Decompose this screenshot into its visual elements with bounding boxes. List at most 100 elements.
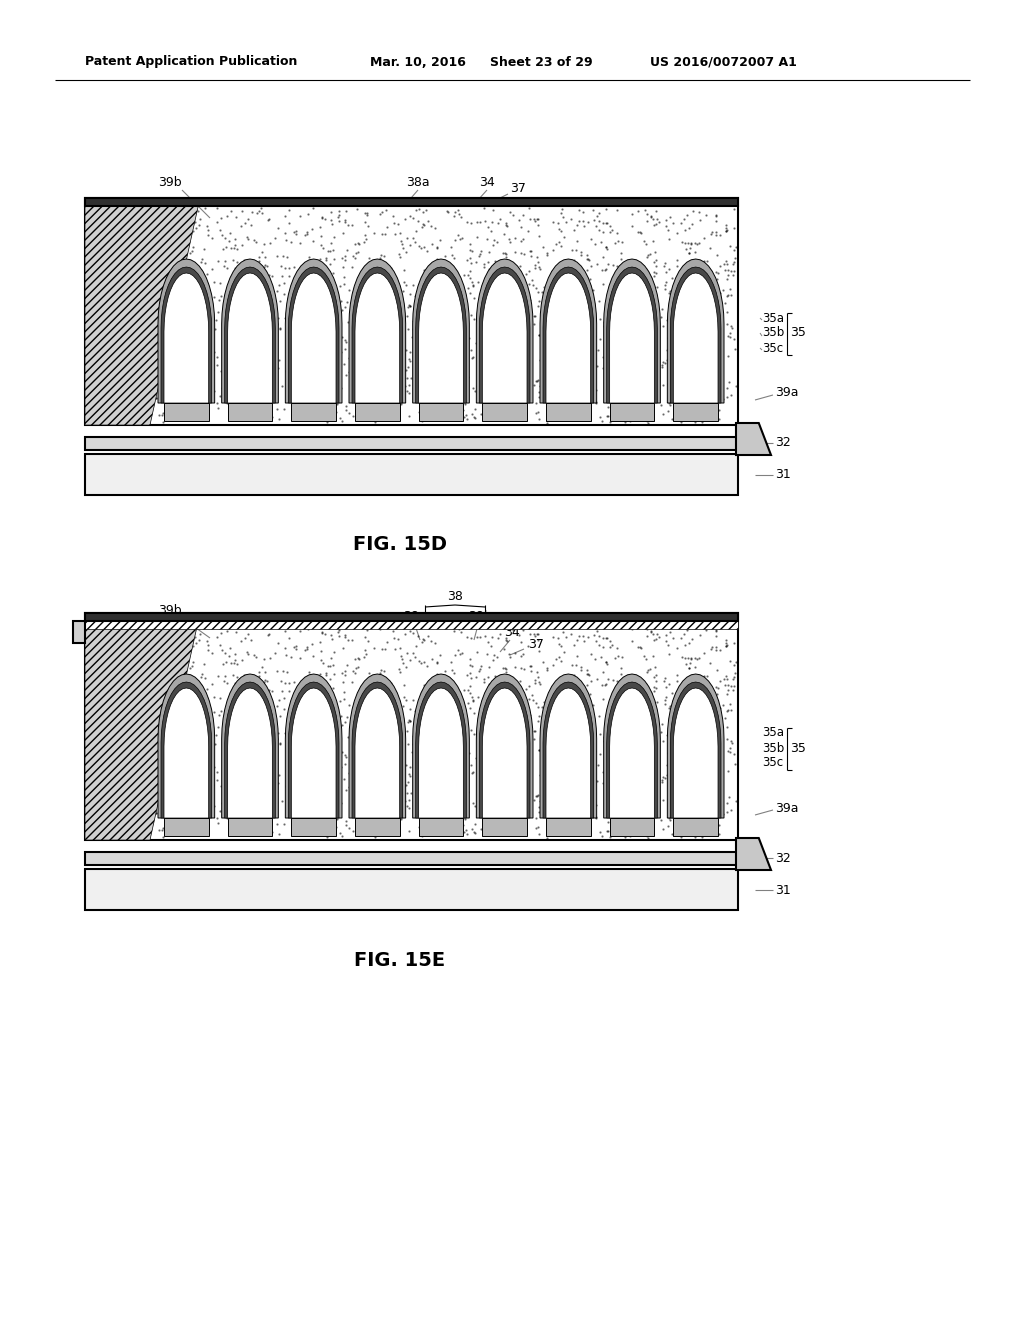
Point	[591, 309, 607, 330]
Point	[116, 260, 132, 281]
Point	[170, 656, 186, 677]
Point	[285, 376, 301, 397]
Point	[275, 698, 292, 719]
Point	[101, 667, 118, 688]
Point	[179, 364, 196, 385]
Point	[175, 737, 191, 758]
Polygon shape	[604, 259, 660, 403]
Point	[109, 276, 125, 297]
Point	[312, 631, 329, 652]
Point	[662, 810, 678, 832]
Point	[719, 668, 735, 689]
Point	[242, 286, 258, 308]
Point	[118, 660, 134, 681]
Point	[552, 635, 568, 656]
Point	[327, 300, 343, 321]
Point	[612, 711, 629, 733]
Point	[564, 655, 581, 676]
Point	[183, 240, 200, 261]
Point	[417, 350, 433, 371]
Point	[264, 265, 281, 286]
Point	[599, 653, 615, 675]
Point	[633, 222, 649, 243]
Point	[422, 717, 438, 738]
Point	[510, 763, 526, 784]
Point	[236, 762, 252, 783]
Point	[485, 649, 502, 671]
Point	[406, 689, 422, 710]
Point	[279, 360, 295, 381]
Point	[98, 754, 115, 775]
Point	[543, 693, 559, 714]
Point	[644, 688, 660, 709]
Point	[130, 317, 146, 338]
Point	[129, 702, 145, 723]
Point	[175, 268, 191, 289]
Point	[626, 393, 642, 414]
Point	[579, 244, 595, 265]
Point	[383, 257, 399, 279]
Text: Patent Application Publication: Patent Application Publication	[85, 55, 297, 69]
Point	[604, 220, 621, 242]
Point	[337, 711, 353, 733]
Point	[518, 264, 535, 285]
Point	[125, 768, 141, 789]
Point	[158, 378, 174, 399]
Point	[442, 381, 459, 403]
Point	[319, 792, 336, 813]
Point	[632, 222, 648, 243]
Point	[105, 343, 122, 364]
Point	[646, 261, 663, 282]
Point	[357, 618, 374, 639]
Point	[609, 730, 626, 751]
Point	[585, 199, 601, 220]
Point	[701, 652, 718, 673]
Point	[583, 643, 599, 664]
Point	[187, 627, 204, 648]
Point	[264, 407, 281, 428]
Point	[720, 285, 736, 306]
Point	[480, 824, 497, 845]
Point	[644, 645, 660, 667]
Point	[183, 210, 200, 231]
Point	[409, 199, 425, 220]
Point	[185, 358, 202, 379]
Point	[323, 300, 339, 321]
Point	[585, 341, 601, 362]
Point	[142, 706, 159, 727]
Point	[256, 708, 272, 729]
Point	[497, 389, 513, 411]
Point	[452, 698, 468, 719]
Point	[131, 397, 147, 418]
Point	[530, 408, 547, 429]
Point	[722, 323, 738, 345]
Point	[324, 214, 340, 235]
Point	[276, 688, 293, 709]
Point	[659, 764, 676, 785]
Point	[664, 268, 680, 289]
Point	[217, 652, 233, 673]
Point	[698, 375, 715, 396]
Point	[323, 648, 339, 669]
Point	[344, 702, 360, 723]
Point	[578, 326, 594, 347]
Point	[83, 776, 99, 797]
Point	[252, 255, 268, 276]
Point	[226, 801, 243, 822]
Point	[415, 350, 431, 371]
Point	[106, 701, 123, 722]
Point	[725, 199, 741, 220]
Point	[301, 260, 317, 281]
Point	[124, 660, 140, 681]
Point	[310, 296, 327, 317]
Point	[544, 267, 560, 288]
Point	[122, 223, 138, 244]
Polygon shape	[606, 267, 657, 403]
Point	[87, 319, 103, 341]
Point	[175, 682, 191, 704]
Point	[217, 350, 233, 371]
Point	[470, 272, 486, 293]
Point	[544, 305, 560, 326]
Point	[229, 301, 246, 322]
Point	[331, 199, 347, 220]
